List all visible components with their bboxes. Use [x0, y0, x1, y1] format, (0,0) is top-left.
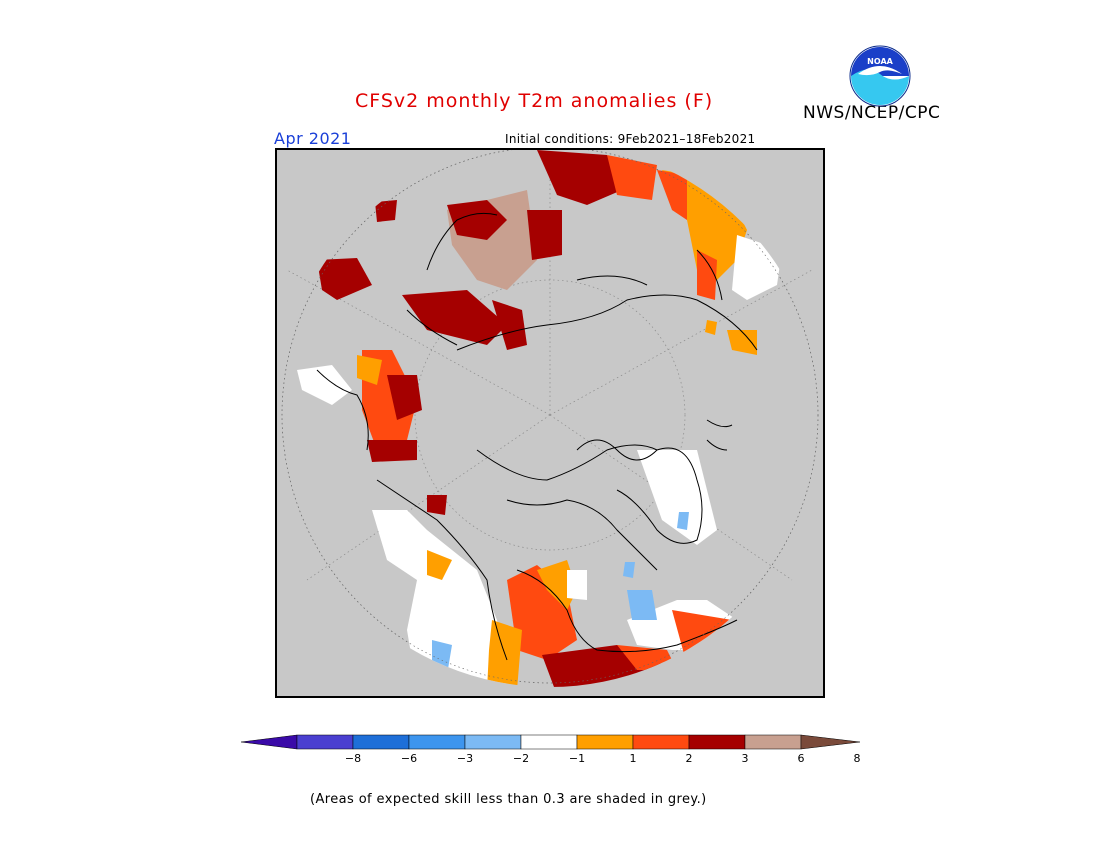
colorbar-tick-label: 1 — [629, 752, 637, 765]
colorbar-box — [744, 734, 802, 750]
colorbar-box — [520, 734, 578, 750]
anomaly-siberia — [317, 150, 657, 350]
skill-footnote: (Areas of expected skill less than 0.3 a… — [310, 792, 707, 807]
logo-text: NOAA — [867, 57, 893, 66]
colorbar-box — [408, 734, 466, 750]
anomaly-europe — [657, 170, 782, 355]
colorbar-box — [464, 734, 522, 750]
colorbar-tick-label: 8 — [853, 752, 861, 765]
map-title: CFSv2 monthly T2m anomalies (F) — [355, 90, 714, 112]
noaa-logo: NOAA — [849, 45, 911, 107]
colorbar-arrow-low — [240, 734, 298, 750]
colorbar-box — [352, 734, 410, 750]
colorbar-tick-label: 6 — [797, 752, 805, 765]
colorbar-tick-label: 2 — [685, 752, 693, 765]
colorbar-tick-label: −6 — [400, 752, 418, 765]
colorbar-tick-label: 3 — [741, 752, 749, 765]
colorbar-tick-label: −1 — [568, 752, 586, 765]
colorbar-box — [632, 734, 690, 750]
colorbar-arrow-high — [800, 734, 861, 750]
anomaly-north-america — [372, 510, 677, 687]
colorbar-box — [576, 734, 634, 750]
forecast-month-label: Apr 2021 — [274, 129, 352, 148]
colorbar-tick-label: −2 — [512, 752, 530, 765]
anomaly-north-atlantic — [567, 450, 737, 665]
org-label: NWS/NCEP/CPC — [803, 103, 941, 123]
colorbar — [240, 734, 861, 750]
anomaly-east-asia — [297, 350, 447, 515]
polar-map — [281, 150, 819, 687]
colorbar-tick-label: −3 — [456, 752, 474, 765]
polar-map-frame[interactable] — [275, 148, 825, 698]
coastlines — [316, 212, 758, 661]
colorbar-tick-label: −8 — [344, 752, 362, 765]
colorbar-box — [688, 734, 746, 750]
colorbar-box — [296, 734, 354, 750]
initial-conditions-label: Initial conditions: 9Feb2021–18Feb2021 — [505, 132, 756, 146]
